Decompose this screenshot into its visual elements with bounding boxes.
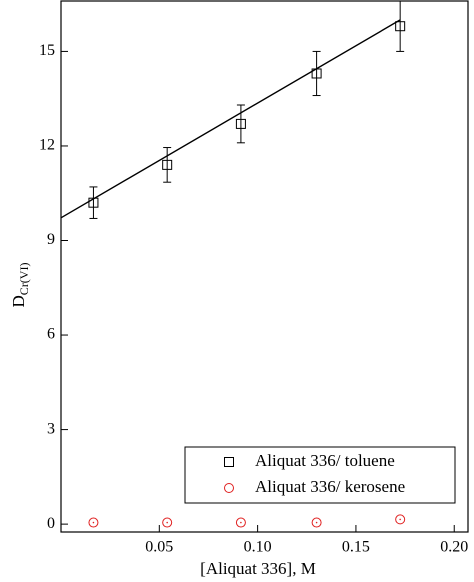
x-tick-label: 0.10 (244, 539, 272, 556)
y-tick-label: 15 (39, 42, 55, 59)
point (235, 517, 246, 528)
point (235, 118, 246, 129)
error-bar (89, 186, 98, 219)
error-bar (163, 147, 172, 183)
legend-label: Aliquat 336/ kerosene (255, 477, 405, 496)
point (311, 68, 322, 79)
point (88, 517, 99, 528)
y-tick-label: 12 (39, 137, 55, 154)
y-axis-label: DCr(VI) (9, 263, 31, 308)
point-dot (399, 518, 401, 521)
x-tick-label: 0.15 (342, 539, 370, 556)
point-dot (240, 521, 242, 524)
legend-box (184, 446, 456, 504)
y-axis-label-sub: Cr(VI) (17, 263, 31, 296)
error-bar (236, 104, 245, 144)
point-dot (315, 521, 318, 524)
error-bar (312, 50, 321, 97)
point-dot (166, 521, 168, 524)
point (162, 517, 173, 528)
point (395, 21, 406, 32)
x-tick-label: 0.20 (440, 539, 468, 556)
legend-marker (224, 457, 234, 467)
y-tick-label: 9 (47, 231, 55, 248)
legend-label: Aliquat 336/ toluene (255, 451, 395, 470)
y-tick-label: 3 (47, 420, 55, 437)
fit-line (60, 19, 401, 219)
point (311, 517, 322, 528)
point (162, 159, 173, 170)
plot-frame (60, 0, 469, 533)
point (395, 514, 406, 525)
error-bar (396, 0, 405, 52)
point-dot (92, 521, 95, 524)
point (88, 197, 99, 208)
y-tick-label: 0 (47, 515, 55, 532)
y-axis-label-main: D (9, 295, 28, 307)
legend-marker (224, 483, 234, 493)
y-tick-label: 6 (47, 326, 55, 343)
x-tick-label: 0.05 (145, 539, 173, 556)
x-axis-label: [Aliquat 336], M (200, 559, 316, 578)
